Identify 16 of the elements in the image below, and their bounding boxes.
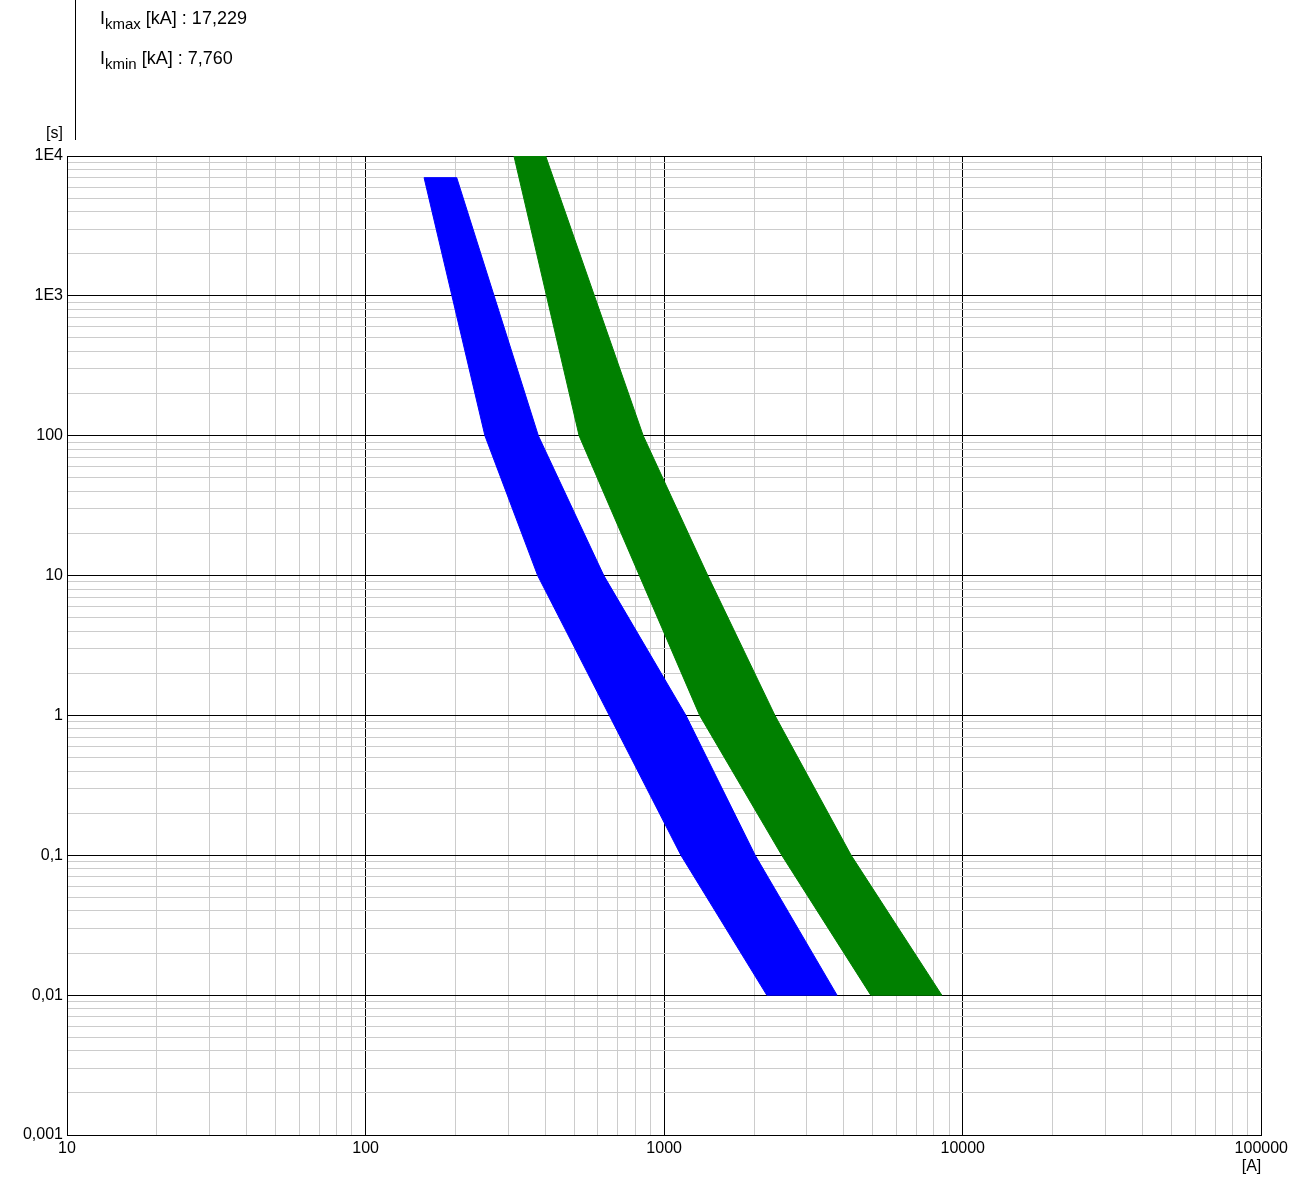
y-axis-title: [s] xyxy=(46,124,63,142)
x-tick-label: 1000 xyxy=(646,1139,683,1157)
x-tick-label: 100 xyxy=(352,1139,380,1157)
y-tick-label: 1E3 xyxy=(34,286,64,304)
x-tick-label: 10 xyxy=(58,1139,76,1157)
y-tick-label: 1E4 xyxy=(34,146,64,164)
x-tick-label: 10000 xyxy=(940,1139,986,1157)
text: I$_{kmax}$ [kA] : 17,229 xyxy=(100,8,247,32)
y-tick-label: 10 xyxy=(45,565,64,583)
y-tick-label: 100 xyxy=(36,426,64,444)
x-tick-label: 100000 xyxy=(1234,1139,1289,1157)
y-tick-label: 0,1 xyxy=(40,845,64,863)
x-axis-title: [A] xyxy=(1241,1157,1262,1175)
y-tick-label: 0,01 xyxy=(31,985,64,1003)
y-tick-label: 1 xyxy=(54,705,64,723)
text: I$_{kmin}$ [kA] : 7,760 xyxy=(100,48,233,72)
